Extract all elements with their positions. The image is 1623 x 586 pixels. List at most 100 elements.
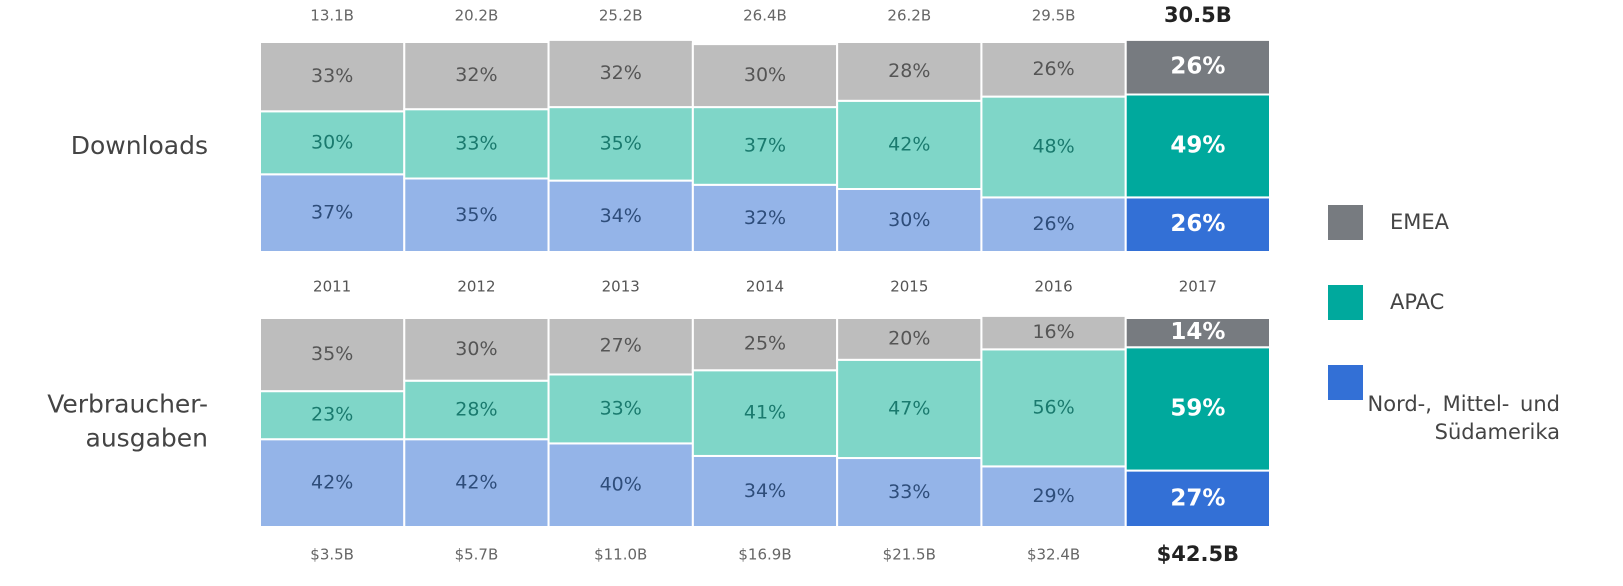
value-label: 30% (455, 338, 497, 360)
value-label: 26% (1032, 213, 1074, 235)
total-label: $32.4B (1027, 546, 1080, 564)
x-tick-label: 2014 (746, 278, 784, 296)
bar-segment (403, 108, 550, 180)
bar-segment (1124, 317, 1271, 349)
total-label: $21.5B (883, 546, 936, 564)
value-label: 33% (888, 481, 930, 503)
bar-segment (259, 390, 406, 441)
value-label: 42% (311, 472, 353, 494)
legend-swatch (1328, 365, 1363, 400)
bar-segment (980, 95, 1127, 199)
value-label: 26% (1170, 211, 1225, 237)
value-label: 59% (1170, 395, 1225, 421)
bar-segment (1124, 196, 1271, 253)
total-label: 29.5B (1032, 7, 1076, 25)
value-label: 32% (744, 207, 786, 229)
bar-segment (259, 173, 406, 253)
bar-segment (547, 179, 694, 254)
bar-segment (836, 317, 983, 361)
bar-segment (980, 348, 1127, 468)
value-label: 56% (1032, 396, 1074, 418)
value-label: 34% (744, 480, 786, 502)
value-label: 16% (1032, 321, 1074, 343)
value-label: 33% (311, 65, 353, 87)
legend-item: Nord-, Mittel- und Südamerika (1310, 360, 1610, 444)
value-label: 26% (1170, 54, 1225, 80)
bar-segment (403, 41, 550, 111)
total-label: $3.5B (310, 546, 354, 564)
legend-item: APAC (1310, 280, 1610, 360)
bar-segment (547, 38, 694, 109)
bar-segment (1124, 38, 1271, 96)
bar-segment (691, 43, 839, 109)
value-label: 33% (600, 397, 642, 419)
bar-segment (836, 358, 983, 460)
value-label: 32% (600, 62, 642, 84)
row-label: Downloads (71, 131, 208, 160)
row-label: ausgaben (86, 424, 208, 453)
total-label: 20.2B (455, 7, 499, 25)
total-label: $16.9B (738, 546, 791, 564)
value-label: 37% (744, 134, 786, 156)
chart: Downloads 37% 30% 33% 13.1B 35% 33% 32% 20.2B 34%… (47, 3, 1271, 566)
legend-label: Nord-, Mittel- und Südamerika (1367, 392, 1560, 444)
bar-segment (547, 106, 694, 182)
bar-segment (403, 438, 550, 528)
value-label: 29% (1032, 485, 1074, 507)
value-label: 30% (888, 209, 930, 231)
total-label: 25.2B (599, 7, 643, 25)
value-label: 42% (455, 472, 497, 494)
bar-segment (259, 41, 406, 113)
legend-label: APAC (1390, 290, 1445, 314)
bar-segment (547, 373, 694, 445)
total-label: $11.0B (594, 546, 647, 564)
value-label: 35% (455, 204, 497, 226)
value-label: 25% (744, 333, 786, 355)
x-tick-label: 2013 (602, 278, 640, 296)
total-label: $5.7B (455, 546, 499, 564)
value-label: 27% (1170, 485, 1225, 511)
x-tick-label: 2012 (457, 278, 495, 296)
value-label: 20% (888, 327, 930, 349)
value-label: 49% (1170, 132, 1225, 158)
legend-swatch (1328, 285, 1363, 320)
value-label: 27% (600, 335, 642, 357)
x-tick-label: 2015 (890, 278, 928, 296)
total-label: $42.5B (1157, 542, 1239, 566)
total-label: 26.2B (887, 7, 931, 25)
bar-segment (836, 457, 983, 528)
value-label: 32% (455, 64, 497, 86)
value-label: 35% (311, 343, 353, 365)
legend-swatch (1328, 205, 1363, 240)
value-label: 30% (311, 131, 353, 153)
value-label: 23% (311, 404, 353, 426)
value-label: 26% (1032, 58, 1074, 80)
value-label: 48% (1032, 136, 1074, 158)
total-label: 30.5B (1164, 3, 1232, 27)
bar-segment (1124, 346, 1271, 472)
total-label: 26.4B (743, 7, 787, 25)
bar-segment (691, 183, 839, 253)
value-label: 37% (311, 202, 353, 224)
bar-segment (403, 317, 550, 382)
value-label: 30% (744, 64, 786, 86)
value-label: 40% (600, 474, 642, 496)
value-label: 34% (600, 205, 642, 227)
legend-label: EMEA (1390, 210, 1450, 234)
x-tick-label: 2017 (1179, 278, 1217, 296)
bar-segment (980, 41, 1127, 98)
bar-segment (1124, 93, 1271, 199)
row-label: Verbraucher- (47, 390, 208, 419)
value-label: 42% (888, 133, 930, 155)
x-tick-label: 2011 (313, 278, 351, 296)
legend-item: EMEA (1310, 200, 1610, 280)
value-label: 14% (1170, 319, 1225, 345)
x-tick-label: 2016 (1034, 278, 1072, 296)
value-label: 33% (455, 132, 497, 154)
bar-segment (836, 188, 983, 253)
value-label: 35% (600, 132, 642, 154)
bar-segment (547, 442, 694, 528)
value-label: 28% (455, 398, 497, 420)
bar-segment (259, 110, 406, 176)
